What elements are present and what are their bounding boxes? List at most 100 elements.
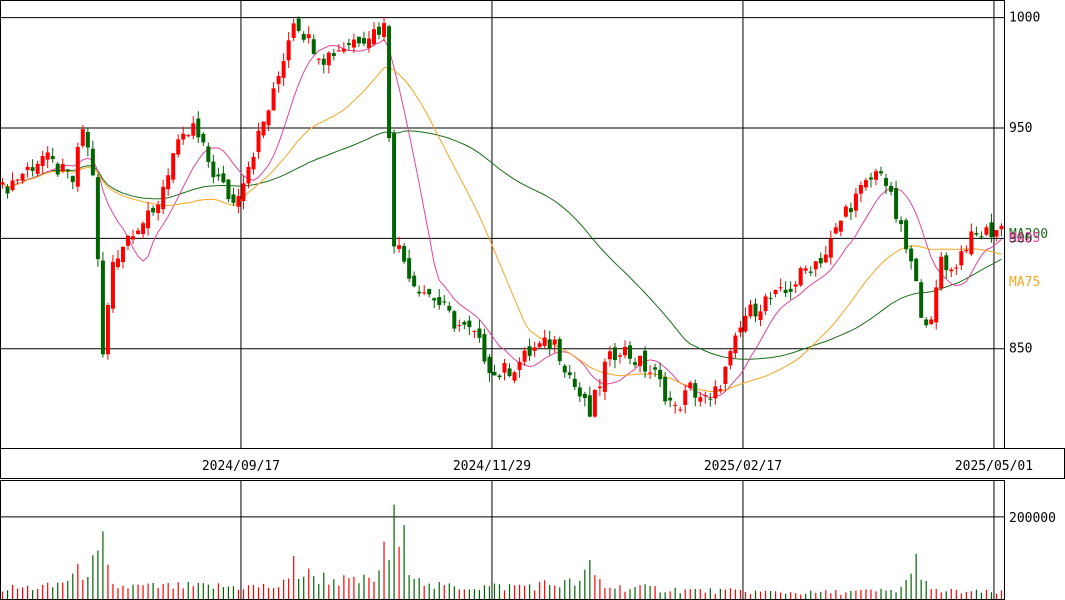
candle-body xyxy=(828,238,833,258)
candle-body xyxy=(713,386,718,399)
candle-body xyxy=(572,378,577,387)
candle-body xyxy=(120,246,125,262)
candle-body xyxy=(457,324,462,326)
candle-body xyxy=(823,254,828,263)
candle-body xyxy=(994,230,999,237)
candle-body xyxy=(95,177,100,260)
candle-body xyxy=(673,404,678,406)
volume-tick-label: 200000 xyxy=(1009,511,1056,526)
candle-body xyxy=(296,18,301,31)
candle-body xyxy=(15,179,20,181)
candle-body xyxy=(607,351,612,360)
candle-body xyxy=(843,206,848,217)
candle-body xyxy=(743,315,748,332)
candle-body xyxy=(788,288,793,292)
candle-body xyxy=(60,164,65,172)
ma-label-ma75: MA75 xyxy=(1009,275,1040,290)
candle-body xyxy=(527,346,532,356)
candle-body xyxy=(266,110,271,126)
candle-body xyxy=(151,207,156,213)
candle-body xyxy=(432,298,437,301)
candle-body xyxy=(557,339,562,362)
price-tick-label: 900 xyxy=(1009,231,1032,246)
candle-body xyxy=(90,148,95,176)
candle-body xyxy=(758,311,763,320)
candle-body xyxy=(286,40,291,61)
candle-body xyxy=(30,167,35,171)
candle-body xyxy=(131,236,136,240)
candle-body xyxy=(833,227,838,234)
candle-body xyxy=(126,235,131,246)
candle-body xyxy=(964,249,969,252)
candle-body xyxy=(166,175,171,190)
candle-body xyxy=(768,297,773,299)
price-axis-ticks: 1000 950 900 850 xyxy=(1009,11,1040,357)
candle-body xyxy=(427,288,432,295)
candle-body xyxy=(136,230,141,235)
candle-body xyxy=(939,256,944,289)
candle-body xyxy=(0,182,5,185)
candle-body xyxy=(261,121,266,136)
candle-body xyxy=(231,194,236,203)
candle-body xyxy=(437,297,442,305)
candle-body xyxy=(848,208,853,213)
candle-body xyxy=(944,255,949,271)
candle-body xyxy=(818,257,823,264)
candle-body xyxy=(934,287,939,323)
candle-body xyxy=(336,50,341,52)
candle-body xyxy=(206,146,211,162)
candle-body xyxy=(487,356,492,374)
candle-body xyxy=(959,251,964,266)
candle-body xyxy=(899,220,904,225)
candle-body xyxy=(597,386,602,389)
candle-body xyxy=(316,58,321,60)
candle-body xyxy=(256,130,261,153)
candle-body xyxy=(858,185,863,194)
candle-body xyxy=(281,61,286,78)
price-tick-label: 950 xyxy=(1009,121,1032,136)
candle-body xyxy=(567,372,572,376)
candle-body xyxy=(617,355,622,357)
candle-body xyxy=(110,261,115,309)
candle-body xyxy=(979,236,984,238)
candle-body xyxy=(638,355,643,367)
candle-body xyxy=(241,183,246,202)
candle-body xyxy=(366,38,371,48)
candle-body xyxy=(462,322,467,325)
candle-body xyxy=(226,179,231,200)
candle-body xyxy=(602,361,607,392)
candle-body xyxy=(798,268,803,286)
candle-body xyxy=(467,320,472,328)
candle-body xyxy=(10,180,15,191)
candle-body xyxy=(361,38,366,44)
candle-body xyxy=(853,193,858,211)
candle-body xyxy=(783,289,788,294)
candle-body xyxy=(577,387,582,397)
candle-body xyxy=(683,390,688,405)
volume-panel: 200000 xyxy=(0,480,1056,600)
candle-body xyxy=(592,389,597,417)
candle-body xyxy=(70,175,75,182)
candle-body xyxy=(838,220,843,232)
candle-body xyxy=(552,339,557,345)
candle-body xyxy=(989,222,994,238)
candle-body xyxy=(356,36,361,44)
candle-body xyxy=(105,305,110,355)
candle-body xyxy=(422,292,427,294)
moving-average-lines xyxy=(2,38,1002,399)
candle-body xyxy=(402,245,407,262)
candle-body xyxy=(477,328,482,338)
candle-body xyxy=(919,282,924,318)
candle-body xyxy=(698,397,703,402)
candle-body xyxy=(512,372,517,381)
candle-body xyxy=(346,43,351,45)
candle-body xyxy=(803,268,808,271)
candle-body xyxy=(929,319,934,325)
candle-body xyxy=(688,382,693,388)
candle-body xyxy=(748,304,753,317)
candle-body xyxy=(382,23,387,37)
candle-body xyxy=(100,260,105,355)
candle-body xyxy=(236,196,241,207)
